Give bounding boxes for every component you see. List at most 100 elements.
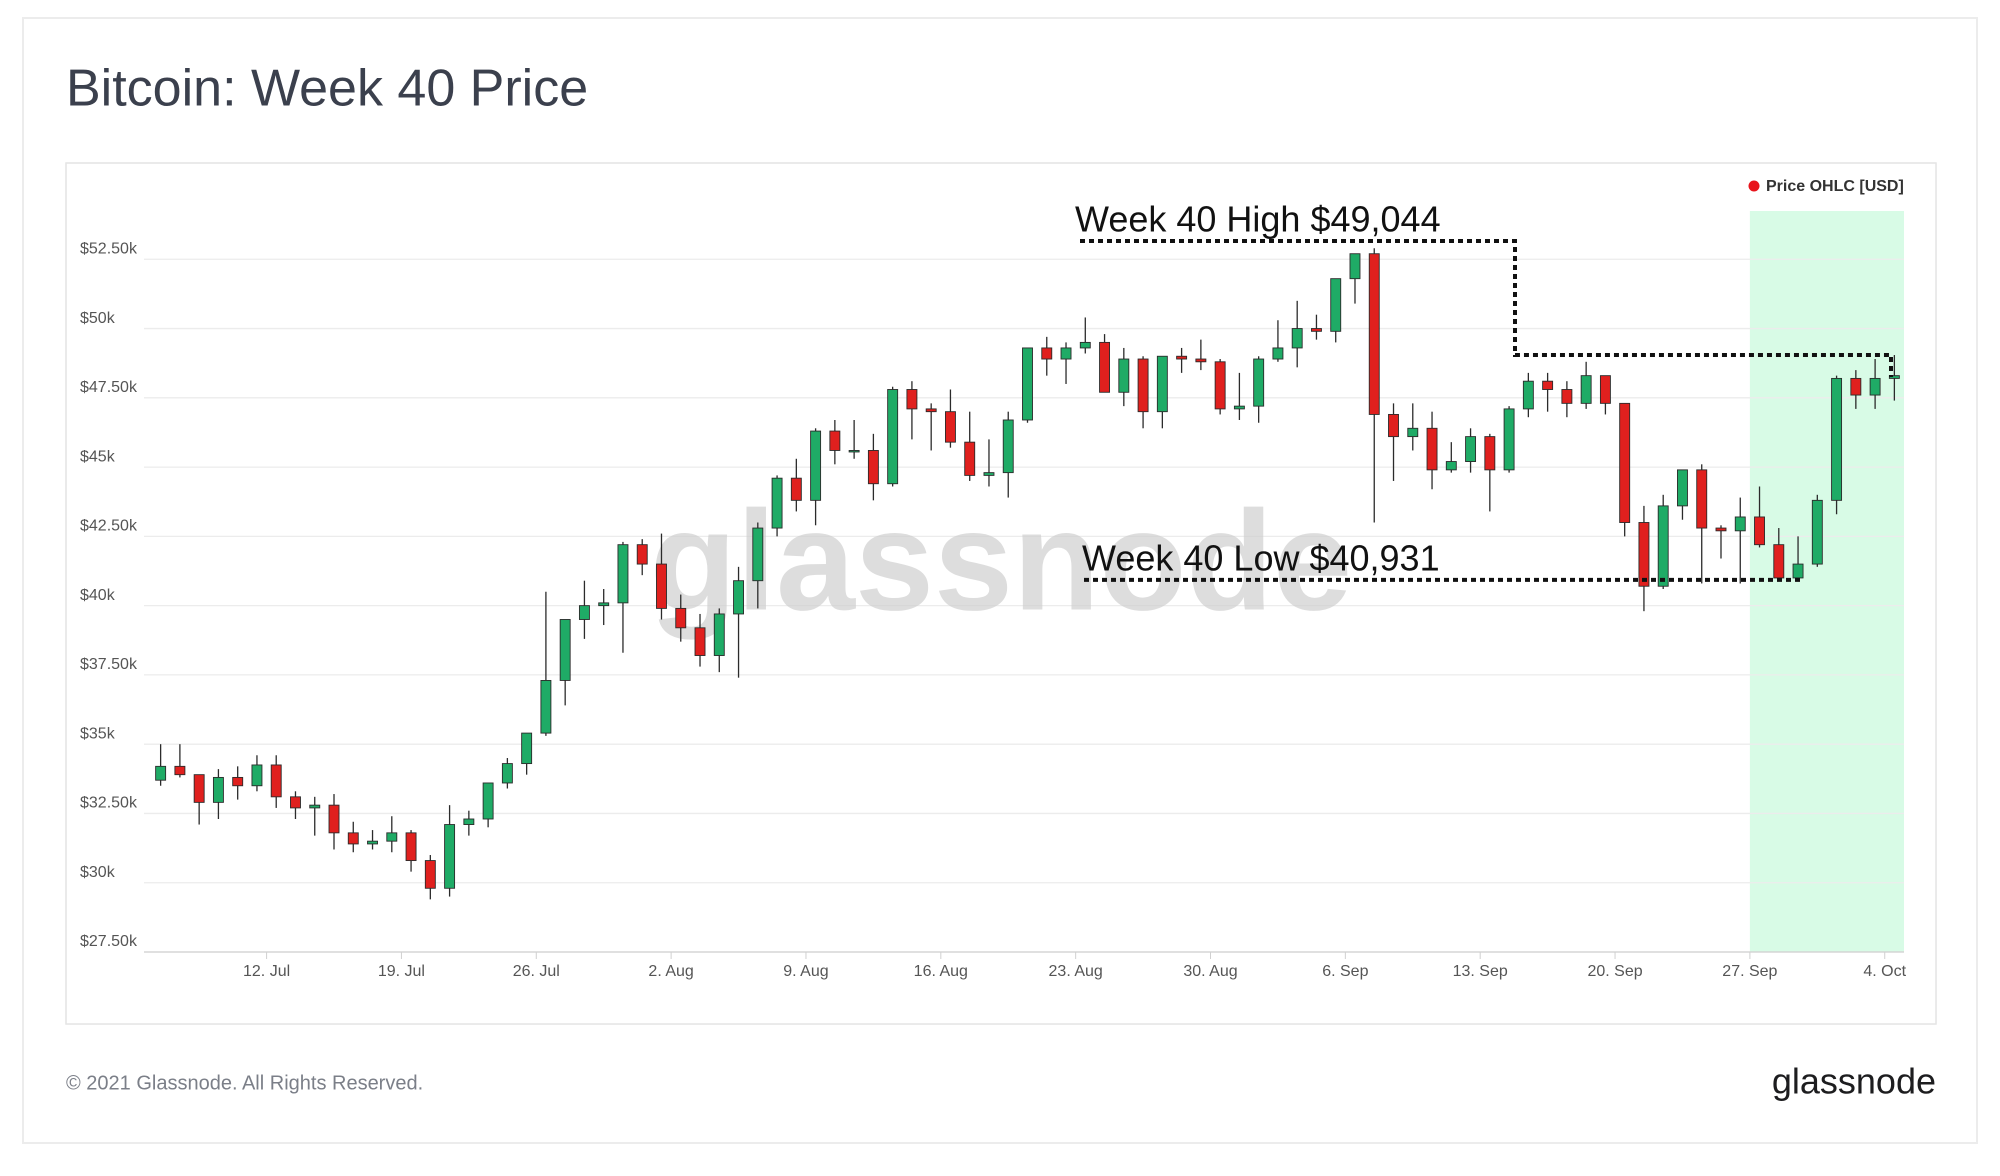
candle-body: [675, 607, 687, 629]
candle-body: [1195, 358, 1207, 363]
candle-body: [733, 580, 744, 615]
annotation-text: Week 40 High $49,044: [1075, 199, 1441, 240]
candle-body: [386, 832, 398, 842]
candle-body: [193, 774, 205, 803]
x-tick-label: 4. Oct: [1863, 963, 1906, 980]
highlight-region: [1749, 211, 1904, 952]
candle-body: [501, 763, 513, 784]
footer: © 2021 Glassnode. All Rights Reserved.: [66, 1072, 423, 1094]
candle-body: [1137, 358, 1149, 413]
candle-body: [1272, 347, 1284, 360]
candle-body: [1542, 380, 1554, 390]
candle-body: [598, 602, 610, 607]
candle-body: [1041, 347, 1053, 360]
candle-body: [1619, 402, 1631, 523]
candle-body: [1022, 347, 1033, 421]
candle-body: [1734, 516, 1746, 532]
candle-body: [1368, 253, 1380, 415]
candle-body: [1349, 253, 1361, 280]
candle-body: [405, 832, 417, 862]
candle-body: [1657, 505, 1669, 587]
y-tick-label: $27.50k: [80, 933, 138, 950]
candle-body: [1156, 355, 1168, 413]
candle-body: [367, 840, 378, 845]
x-tick-label: 20. Sep: [1587, 963, 1642, 980]
candle-body: [1811, 499, 1823, 565]
candle-body: [347, 832, 359, 845]
page-title: Bitcoin: Week 40 Price: [66, 60, 588, 118]
annotation-line: [1080, 239, 1893, 378]
candle-body: [424, 860, 436, 889]
y-tick-label: $42.50k: [80, 518, 138, 535]
legend-label: Price OHLC [USD]: [1766, 178, 1904, 195]
candle-body: [1831, 377, 1843, 501]
candle-body: [1580, 375, 1592, 404]
x-tick-label: 9. Aug: [783, 963, 828, 980]
candle-body: [309, 804, 321, 809]
watermark: glassnode: [650, 482, 1352, 641]
candle-body: [1002, 419, 1014, 474]
candle-body: [1388, 413, 1399, 438]
candle-body: [694, 627, 706, 656]
candle-body: [790, 477, 802, 501]
y-tick-label: $35k: [80, 725, 116, 742]
candle-body: [752, 527, 764, 582]
candle-body: [1792, 563, 1804, 579]
candle-body: [1869, 377, 1881, 396]
candle-body: [174, 765, 186, 776]
x-tick-label: 2. Aug: [648, 963, 693, 980]
candle-body: [771, 477, 783, 529]
candle-body: [1214, 361, 1226, 410]
candle-body: [1638, 522, 1650, 587]
chart-frame: [65, 162, 1937, 1025]
candle-body: [155, 765, 167, 781]
candle-body: [1079, 341, 1091, 349]
candle-body: [1099, 341, 1111, 393]
y-tick-label: $52.50k: [80, 240, 138, 257]
candle-body: [521, 732, 533, 765]
candle-body: [444, 824, 456, 889]
candle-body: [848, 450, 860, 453]
candle-body: [232, 776, 244, 787]
candle-body: [1503, 408, 1515, 471]
x-tick-label: 16. Aug: [914, 963, 968, 980]
candle-body: [1599, 375, 1611, 404]
candle-body: [867, 450, 879, 485]
candle-body: [1888, 375, 1900, 379]
candle-body: [1118, 358, 1130, 393]
candle-body: [983, 472, 995, 476]
y-tick-label: $30k: [80, 864, 116, 881]
candle-body: [1330, 278, 1342, 332]
y-tick-label: $45k: [80, 448, 116, 465]
x-tick-label: 13. Sep: [1453, 963, 1508, 980]
candle-body: [906, 389, 918, 410]
candle-body: [713, 613, 725, 656]
candle-body: [1291, 328, 1303, 349]
x-tick-label: 27. Sep: [1722, 963, 1777, 980]
y-tick-label: $37.50k: [80, 656, 138, 673]
x-tick-label: 19. Jul: [378, 963, 425, 980]
candle-body: [1465, 436, 1477, 462]
candle-body: [829, 430, 841, 451]
candle-body: [1561, 389, 1573, 404]
candle-body: [1311, 328, 1322, 332]
candle-body: [482, 782, 494, 820]
candle-body: [1715, 527, 1727, 532]
candle-body: [1484, 436, 1496, 471]
candle-body: [636, 544, 648, 565]
x-tick-label: 30. Aug: [1183, 963, 1237, 980]
candle-body: [1253, 358, 1265, 407]
candle-body: [578, 605, 590, 620]
candle-body: [212, 776, 224, 803]
y-tick-label: $40k: [80, 587, 116, 604]
candle-body: [290, 796, 301, 809]
y-tick-label: $47.50k: [80, 379, 138, 396]
candle-body: [328, 804, 340, 834]
candle-body: [1850, 377, 1862, 396]
candle-body: [810, 430, 822, 501]
candle-body: [1522, 380, 1534, 410]
candle-body: [887, 389, 899, 485]
candle-body: [251, 764, 263, 787]
candle-body: [1233, 405, 1245, 410]
